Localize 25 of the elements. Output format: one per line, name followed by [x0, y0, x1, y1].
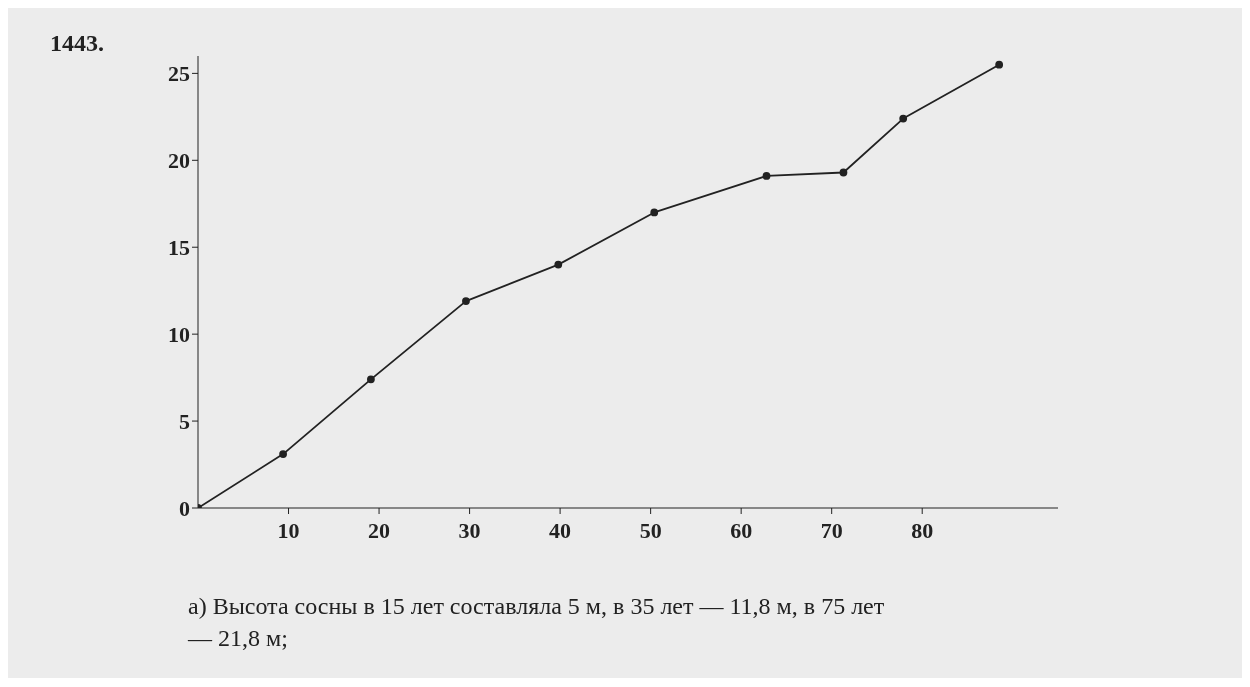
y-tick-label: 0 [179, 495, 190, 521]
chart-title: 1443. [50, 30, 104, 57]
x-tick-label: 60 [730, 517, 753, 543]
x-tick-label: 50 [639, 517, 662, 543]
point [995, 60, 1004, 69]
text: а) Высота сосны в 15 лет составляла 5 м, в 35 лет — 11,8 м, в 75 лет — 21,8 м; [188, 592, 886, 653]
y-tick-label: 5 [179, 408, 190, 434]
point [367, 375, 375, 384]
y-tick-label: 10 [168, 321, 190, 347]
x-tick-label: 10 [277, 517, 300, 543]
x-tick-label: 70 [820, 517, 843, 543]
point [462, 297, 470, 306]
point [650, 208, 659, 217]
x-tick-label: 20 [368, 517, 391, 543]
y-tick-label: 25 [168, 61, 190, 87]
point [554, 260, 563, 269]
y-tick-label: 20 [168, 148, 190, 174]
y-tick-label: 15 [168, 235, 190, 261]
point [899, 114, 908, 123]
point [762, 172, 771, 180]
point [839, 168, 848, 177]
x-tick-label: 80 [911, 517, 934, 543]
x-tick-label: 30 [458, 517, 481, 543]
point [279, 450, 287, 459]
x-tick-label: 40 [549, 517, 572, 543]
